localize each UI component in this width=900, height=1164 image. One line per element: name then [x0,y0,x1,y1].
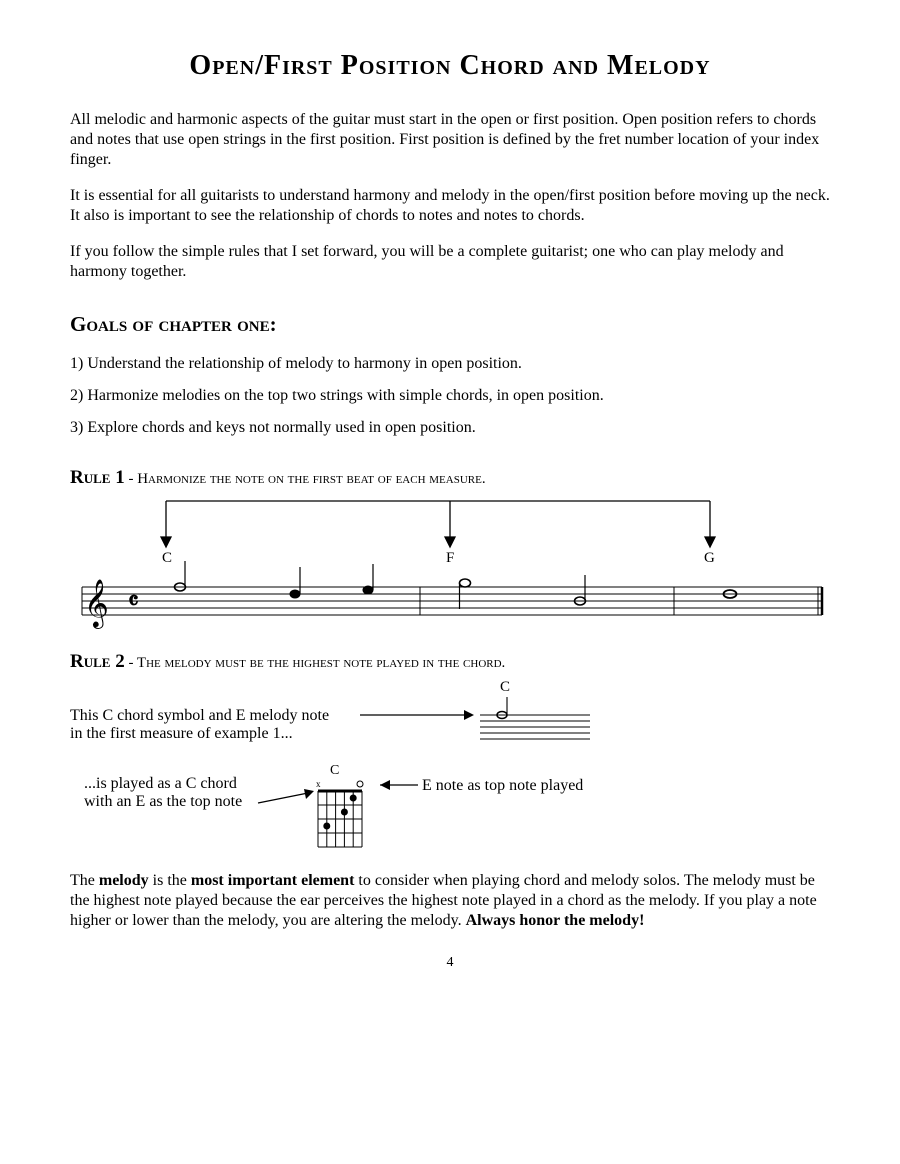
closing-bold: most important element [191,872,355,889]
rule-2-desc: - The melody must be the highest note pl… [125,655,506,671]
svg-text:𝄞: 𝄞 [84,579,109,629]
rule-1-number: Rule 1 [70,467,125,488]
rule-2-number: Rule 2 [70,651,125,672]
intro-paragraph-3: If you follow the simple rules that I se… [70,242,830,282]
chord-label: F [446,550,454,567]
closing-paragraph: The melody is the most important element… [70,871,830,931]
goal-item: 3) Explore chords and keys not normally … [70,419,830,437]
rule-1-desc: - Harmonize the note on the first beat o… [125,471,486,487]
closing-text: The [70,872,99,889]
intro-paragraph-1: All melodic and harmonic aspects of the … [70,110,830,170]
rule-2-block: C This C chord symbol and E melody note … [70,679,830,853]
rule-2-heading: Rule 2 - The melody must be the highest … [70,651,830,673]
rule-1-heading: Rule 1 - Harmonize the note on the first… [70,467,830,489]
svg-text:x: x [316,779,321,789]
goals-heading: Goals of chapter one: [70,312,830,337]
chord-diagram: x [314,779,370,849]
rule-1-diagram: 𝄞 𝄴 [70,495,830,645]
rule-1-staff-area: 𝄞 𝄴 C F G [70,495,830,645]
chord-diagram-label: C [330,763,339,779]
mini-staff [480,697,590,757]
page-title: Open/First Position Chord and Melody [70,50,830,82]
chord-label: C [162,550,172,567]
goal-item: 2) Harmonize melodies on the top two str… [70,387,830,405]
closing-bold: melody [99,872,149,889]
e-note-label: E note as top note played [422,777,583,795]
page: Open/First Position Chord and Melody All… [0,0,900,1001]
page-number: 4 [70,955,830,971]
intro-paragraph-2: It is essential for all guitarists to un… [70,186,830,226]
closing-bold: Always honor the melody! [466,912,645,929]
chord-label: G [704,550,715,567]
closing-text: is the [149,872,191,889]
svg-text:𝄴: 𝄴 [128,589,139,615]
goal-item: 1) Understand the relationship of melody… [70,355,830,373]
